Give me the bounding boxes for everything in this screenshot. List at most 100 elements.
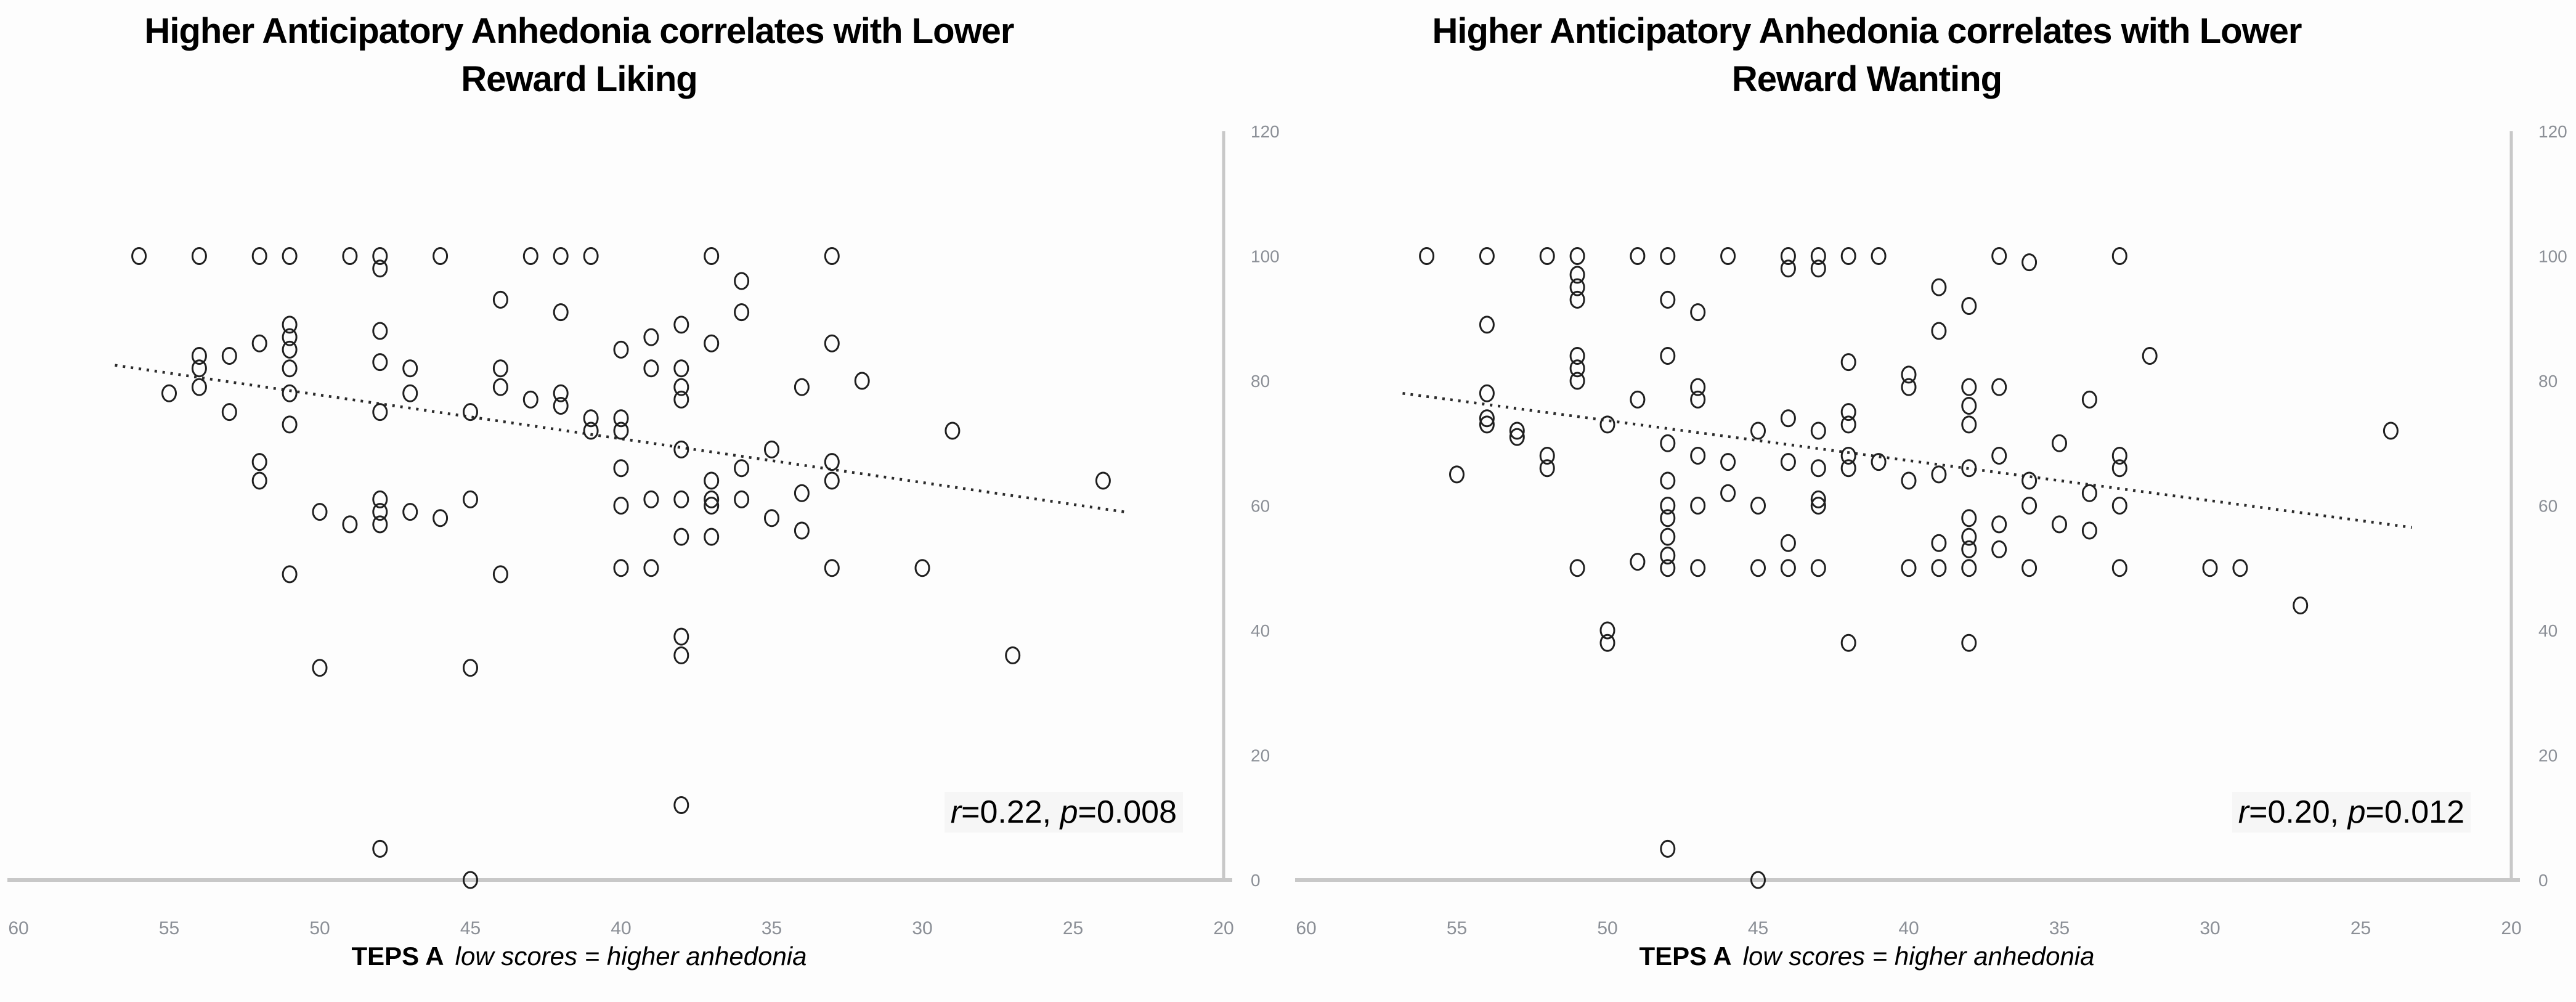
scatter-plot-liking: 60 55 50 45 40 35 30 25 20 0 20 40 60 80 100 120 [7, 122, 1280, 939]
data-point [372, 403, 388, 422]
y-tick-label: 60 [1251, 497, 1270, 516]
data-point [1539, 447, 1555, 465]
data-point [2021, 471, 2038, 490]
scatter-plot-wanting: 60 55 50 45 40 35 30 25 20 0 20 40 60 80 100 120 [1295, 122, 2567, 939]
data-point [1840, 247, 1856, 265]
chart-title-liking: Higher Anticipatory Anhedonia correlates… [6, 7, 1152, 104]
data-point [1095, 471, 1111, 490]
data-point [1961, 459, 1977, 478]
data-point [2081, 390, 2097, 409]
data-point [1961, 397, 1977, 415]
data-point [372, 503, 388, 521]
data-point [492, 290, 508, 309]
data-point [372, 247, 388, 265]
data-point [492, 378, 508, 396]
r-value: =0.20, [2249, 794, 2348, 830]
x-tick-label: 25 [2350, 918, 2371, 939]
x-tick-label: 30 [912, 918, 932, 939]
data-point [372, 353, 388, 372]
data-point [673, 359, 689, 378]
data-point [1931, 278, 1947, 296]
y-tick-label: 120 [2538, 122, 2567, 141]
data-point [1810, 247, 1826, 265]
data-point [1690, 497, 1706, 515]
data-point [1780, 409, 1796, 428]
data-point [1750, 497, 1766, 515]
correlation-annotation-wanting: r=0.20, p=0.012 [2002, 792, 2471, 833]
data-point [1599, 621, 1615, 640]
data-point [1479, 384, 1495, 402]
x-tick-label: 20 [2501, 918, 2521, 939]
y-tick-label: 20 [2538, 746, 2558, 765]
data-point [794, 521, 810, 540]
data-point [1961, 527, 1977, 546]
data-point [372, 515, 388, 534]
data-point [282, 340, 298, 359]
data-point [1961, 415, 1977, 434]
data-point [764, 440, 779, 458]
data-point [1569, 290, 1585, 309]
p-symbol: p [1060, 794, 1078, 830]
data-point [1871, 247, 1887, 265]
y-tick-label: 60 [2538, 497, 2558, 516]
data-point [1780, 559, 1796, 577]
data-point [704, 490, 720, 508]
data-point [1569, 266, 1585, 284]
data-point [1660, 347, 1676, 365]
data-point [1840, 459, 1856, 478]
data-point [673, 440, 689, 458]
x-tick-label: 25 [1063, 918, 1083, 939]
data-point [613, 497, 629, 515]
x-tick-label: 30 [2200, 918, 2220, 939]
data-point [824, 247, 840, 265]
x-tick-label: 45 [1748, 918, 1768, 939]
data-point [1750, 559, 1766, 577]
x-axis-caption-liking: TEPS A low scores = higher anhedonia [6, 942, 1152, 971]
data-point [1569, 359, 1585, 378]
r-symbol: r [950, 794, 962, 830]
data-point [191, 378, 207, 396]
data-point [1991, 247, 2007, 265]
data-point [1660, 471, 1676, 490]
data-point [372, 490, 388, 508]
data-point [1840, 633, 1856, 652]
data-point [372, 839, 388, 858]
data-point [1991, 515, 2007, 534]
data-point [372, 322, 388, 340]
data-point [2111, 459, 2127, 478]
data-point [583, 409, 599, 428]
data-point [1569, 278, 1585, 296]
data-point [1539, 459, 1555, 478]
x-tick-label: 40 [1898, 918, 1919, 939]
chart-title-line1: Higher Anticipatory Anhedonia correlates… [144, 11, 1014, 51]
data-point [553, 384, 569, 402]
chart-title-line2: Reward Liking [461, 59, 697, 99]
data-point [1961, 378, 1977, 396]
data-point [1690, 378, 1706, 396]
data-point [824, 559, 840, 577]
data-point [2052, 434, 2067, 452]
data-point [824, 334, 840, 352]
x-tick-label: 45 [460, 918, 481, 939]
data-point [1991, 378, 2007, 396]
data-point [1690, 303, 1706, 322]
data-point [1810, 422, 1826, 440]
data-point [673, 378, 689, 396]
data-point [1630, 390, 1646, 409]
data-point [704, 471, 720, 490]
data-point [1991, 540, 2007, 558]
data-point [613, 422, 629, 440]
y-tick-label: 100 [1251, 247, 1280, 266]
data-point [613, 459, 629, 478]
data-point [2111, 559, 2127, 577]
data-point [1931, 322, 1947, 340]
p-value: =0.008 [1078, 794, 1177, 830]
data-point [221, 347, 237, 365]
scatter-chart-reward-wanting: 60 55 50 45 40 35 30 25 20 0 20 40 60 80 100 120 Higher… [1288, 0, 2575, 1002]
data-point [704, 497, 720, 515]
data-point [1720, 247, 1736, 265]
data-point [1810, 490, 1826, 508]
data-point [342, 515, 358, 534]
data-point [2202, 559, 2218, 577]
data-point [2111, 447, 2127, 465]
